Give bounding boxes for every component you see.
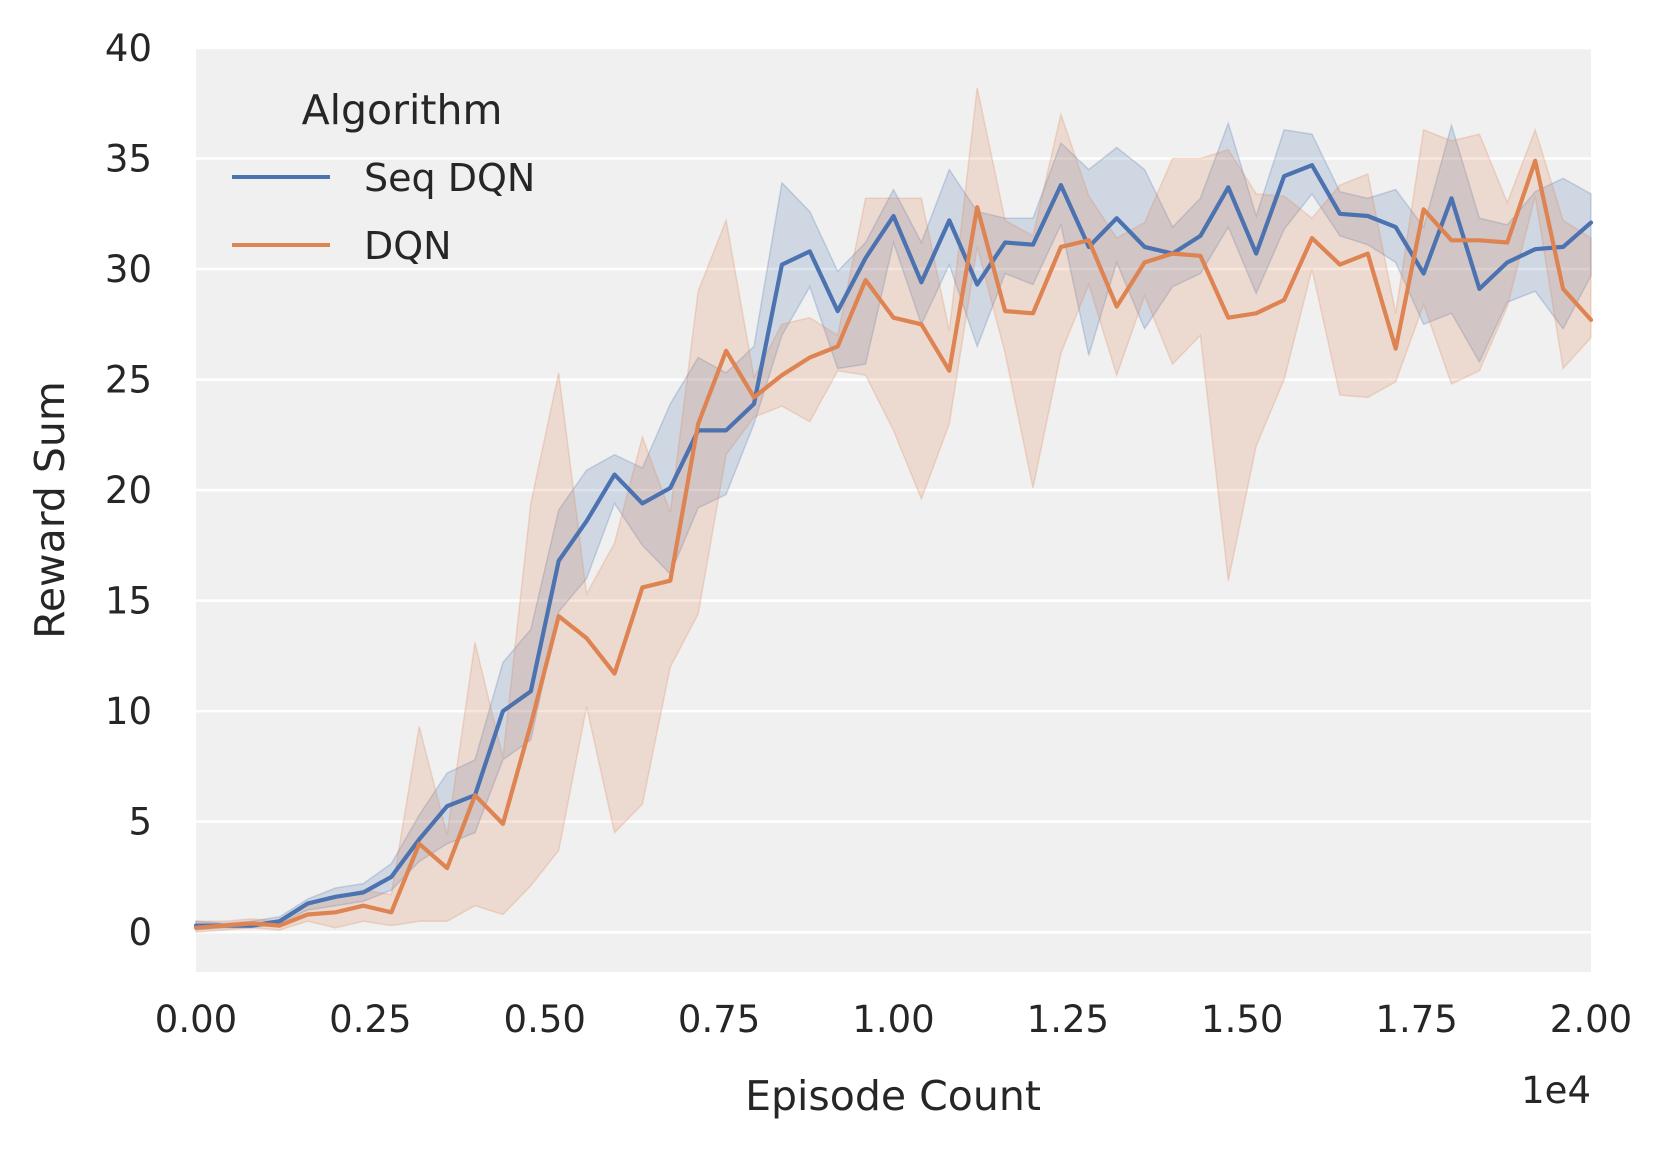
legend-title: Algorithm [302, 86, 503, 134]
band-dqn [195, 87, 1592, 934]
x-axis-offset-label: 1e4 [1521, 1069, 1591, 1112]
y-tick-label: 40 [105, 27, 152, 70]
x-tick-label: 0.25 [329, 998, 411, 1041]
y-tick-label: 35 [105, 138, 152, 181]
x-tick-label: 2.00 [1550, 998, 1632, 1041]
grid-lines [196, 46, 1591, 934]
x-tick-label: 0.75 [678, 998, 760, 1041]
line-seq-dqn [193, 163, 1594, 928]
x-tick-label: 0.00 [155, 998, 237, 1041]
y-tick-label: 20 [105, 469, 152, 512]
y-tick-label: 10 [105, 690, 152, 733]
y-axis-title: Reward Sum [26, 381, 74, 639]
y-tick-label: 15 [105, 580, 152, 623]
legend-label-dqn: DQN [364, 224, 452, 268]
y-tick-label: 0 [128, 911, 152, 954]
y-tick-label: 25 [105, 359, 152, 402]
x-tick-labels: 0.00 0.25 0.50 0.75 1.00 1.25 1.50 1.75 2.00 [155, 998, 1632, 1041]
y-tick-label: 5 [128, 801, 152, 844]
x-tick-label: 1.25 [1027, 998, 1109, 1041]
plot-background [196, 48, 1591, 972]
series-lines [193, 158, 1594, 930]
x-tick-label: 0.50 [504, 998, 586, 1041]
legend-label-seq-dqn: Seq DQN [364, 156, 535, 200]
line-dqn [193, 158, 1594, 930]
legend: Algorithm Seq DQN DQN [232, 86, 535, 268]
x-tick-label: 1.50 [1201, 998, 1283, 1041]
x-tick-label: 1.75 [1375, 998, 1457, 1041]
y-tick-labels: 0 5 10 15 20 25 30 35 40 [105, 27, 152, 954]
x-tick-label: 1.00 [852, 998, 934, 1041]
y-tick-label: 30 [105, 248, 152, 291]
x-axis-title: Episode Count [745, 1072, 1041, 1120]
